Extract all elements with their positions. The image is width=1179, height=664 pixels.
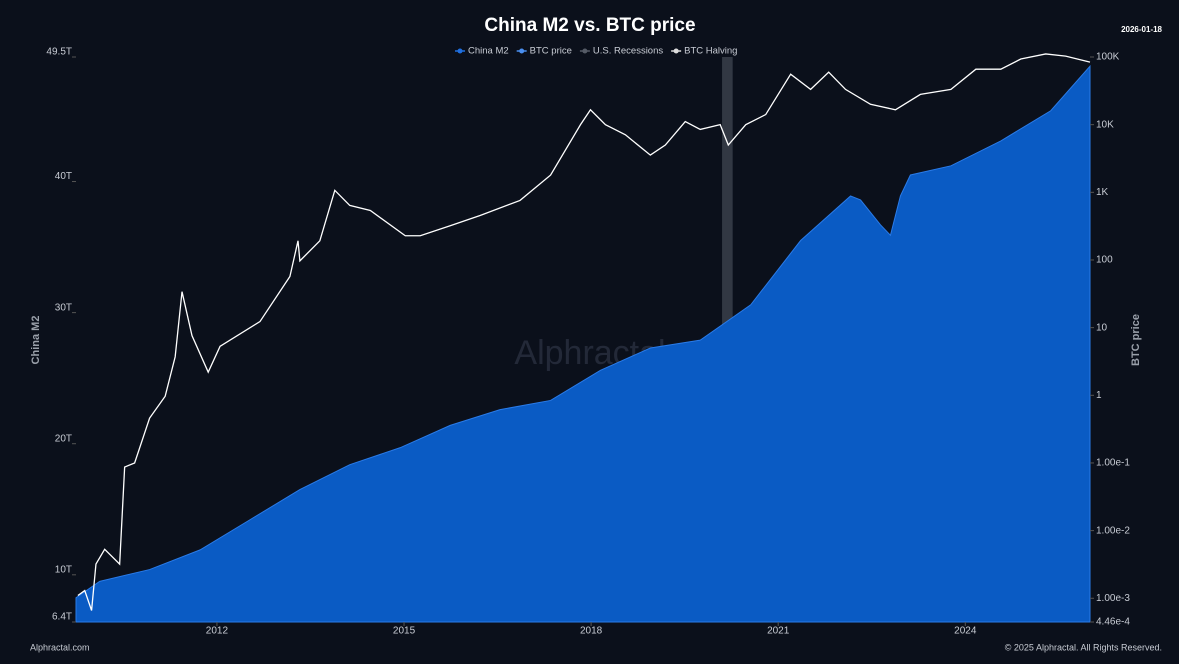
y-tick-label: 30T <box>55 302 72 313</box>
legend-symbol <box>582 48 588 54</box>
y-axis-label: China M2 <box>30 316 42 365</box>
legend-label: BTC price <box>530 46 572 57</box>
line <box>77 53 1091 611</box>
legend-symbol <box>457 48 463 54</box>
legend-symbol <box>673 48 679 54</box>
source: Alphractal.com <box>30 642 90 652</box>
legend-symbol <box>519 48 525 54</box>
x-tick-label: 2024 <box>954 626 977 637</box>
y2-tick-label: 100 <box>1096 255 1113 266</box>
y2-tick-label: 10 <box>1096 322 1108 333</box>
copyright: © 2025 Alphractal. All Rights Reserved. <box>1005 642 1162 652</box>
legend: China M2 BTC price U.S. Recessions BTC Halv… <box>455 46 737 57</box>
y2-axis-label: BTC price <box>1130 314 1142 366</box>
y-tick-label: 20T <box>55 433 72 444</box>
y2-tick-label: 4.46e-4 <box>1096 617 1130 628</box>
y2-tick-label: 1 <box>1096 390 1102 401</box>
legend-label: U.S. Recessions <box>593 46 663 57</box>
y2-tick-label: 1K <box>1096 187 1109 198</box>
legend-label: BTC Halving <box>684 46 737 57</box>
y2-tick-label: 1.00e-3 <box>1096 593 1130 604</box>
y-tick-label: 6.4T <box>52 612 72 623</box>
x-tick-label: 2015 <box>393 626 416 637</box>
area <box>75 64 1091 623</box>
legend-label: China M2 <box>468 46 509 57</box>
chart-title: China M2 vs. BTC price <box>484 15 695 36</box>
x-tick-label: 2021 <box>767 626 790 637</box>
y-tick-label: 10T <box>55 564 72 575</box>
y2-tick-label: 10K <box>1096 119 1114 130</box>
y2-tick-label: 1.00e-1 <box>1096 458 1130 469</box>
y-tick-label: 40T <box>55 171 72 182</box>
date: 2026-01-18 <box>1121 25 1162 34</box>
y2-tick-label: 100K <box>1096 52 1120 63</box>
y2-tick-label: 1.00e-2 <box>1096 525 1130 536</box>
x-tick-label: 2012 <box>206 626 229 637</box>
y-tick-label: 49.5T <box>46 47 72 58</box>
x-tick-label: 2018 <box>580 626 603 637</box>
